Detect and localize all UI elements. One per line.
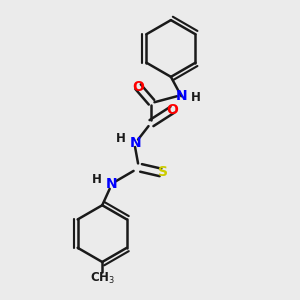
Text: N: N bbox=[176, 89, 187, 103]
Text: H: H bbox=[116, 132, 126, 145]
Text: S: S bbox=[158, 165, 168, 179]
Text: N: N bbox=[105, 177, 117, 191]
Text: O: O bbox=[167, 103, 178, 117]
Text: O: O bbox=[132, 80, 144, 94]
Text: H: H bbox=[92, 173, 102, 186]
Text: CH$_3$: CH$_3$ bbox=[90, 271, 115, 286]
Text: N: N bbox=[129, 136, 141, 149]
Text: H: H bbox=[191, 91, 201, 104]
